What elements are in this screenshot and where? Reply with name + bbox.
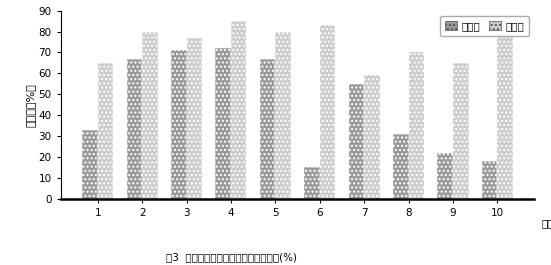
Bar (498, 34, 513, 199)
Bar (349, 84, 364, 199)
Bar (364, 76, 380, 199)
Bar (231, 21, 246, 199)
Bar (82, 130, 98, 199)
Legend: 处理前, 处理后: 处理前, 处理后 (440, 16, 530, 37)
Bar (437, 153, 453, 199)
Y-axis label: 发芽率（%）: 发芽率（%） (26, 83, 36, 127)
Bar (320, 25, 336, 199)
Bar (187, 38, 202, 199)
Bar (142, 32, 158, 199)
Bar (482, 161, 498, 199)
Bar (453, 63, 468, 199)
Bar (127, 59, 142, 199)
Bar (260, 59, 276, 199)
Bar (393, 134, 408, 199)
Bar (215, 48, 231, 199)
Bar (276, 32, 291, 199)
Bar (171, 50, 187, 199)
Text: 样品号: 样品号 (542, 218, 551, 228)
Bar (98, 63, 114, 199)
Bar (304, 167, 320, 199)
Bar (408, 52, 424, 199)
Text: 图3  浓硫酸处理前后甘草种子的发芽率(%): 图3 浓硫酸处理前后甘草种子的发芽率(%) (166, 252, 297, 262)
